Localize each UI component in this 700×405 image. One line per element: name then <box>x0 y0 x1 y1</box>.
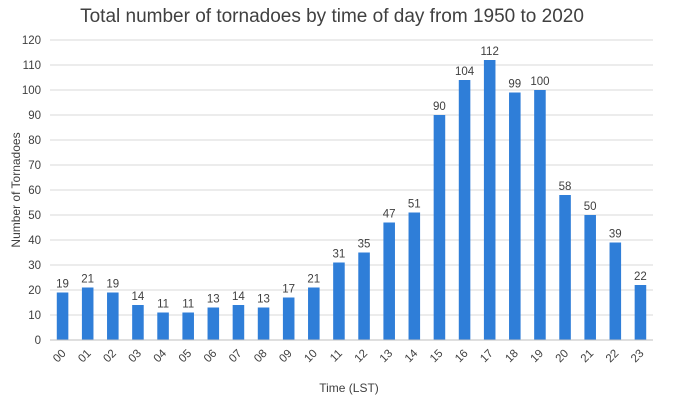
data-label-19: 100 <box>530 76 549 88</box>
x-tick-label-08: 08 <box>252 348 270 366</box>
bar-13 <box>383 222 395 340</box>
bar-17 <box>483 60 496 340</box>
data-label-16: 104 <box>455 66 475 78</box>
x-tick-label-21: 21 <box>579 348 597 366</box>
y-tick-label: 20 <box>28 285 41 297</box>
data-label-06: 13 <box>207 294 220 306</box>
data-label-08: 13 <box>257 294 270 306</box>
y-tick-label: 90 <box>28 110 41 122</box>
bar-20 <box>559 195 571 340</box>
x-tick-label-09: 09 <box>277 348 295 366</box>
y-tick-label: 120 <box>22 35 41 47</box>
bar-11 <box>333 262 345 340</box>
bar-01 <box>81 287 94 340</box>
data-label-18: 99 <box>508 79 521 91</box>
data-label-09: 17 <box>282 284 295 296</box>
x-tick-label-18: 18 <box>503 348 521 366</box>
chart-title: Total number of tornadoes by time of day… <box>80 6 584 27</box>
bar-19 <box>534 90 546 340</box>
bar-09 <box>282 297 295 340</box>
y-axis-tick-labels: 0 10 20 30 40 50 60 70 80 90 100 110 120 <box>22 35 41 347</box>
bar-21 <box>584 215 596 340</box>
x-tick-label-15: 15 <box>428 348 446 366</box>
data-label-22: 39 <box>609 229 622 241</box>
y-tick-label: 70 <box>28 160 41 172</box>
bar-02 <box>107 292 119 340</box>
y-tick-label: 50 <box>28 210 41 222</box>
x-tick-label-19: 19 <box>529 348 547 366</box>
bar-18 <box>509 92 521 340</box>
bar-03 <box>132 305 144 340</box>
data-label-13: 47 <box>383 209 396 221</box>
bar-16 <box>458 80 471 340</box>
y-tick-label: 110 <box>23 60 41 72</box>
bar-10 <box>308 287 320 340</box>
x-tick-label-16: 16 <box>453 348 471 366</box>
bar-15 <box>433 115 446 340</box>
bar-07 <box>232 305 245 340</box>
x-tick-label-00: 00 <box>51 348 69 366</box>
x-tick-label-04: 04 <box>152 347 170 365</box>
x-tick-label-06: 06 <box>202 348 220 366</box>
bar-23 <box>634 285 647 340</box>
x-tick-label-10: 10 <box>302 348 320 366</box>
data-label-07: 14 <box>232 291 245 303</box>
x-tick-label-11: 11 <box>328 348 345 365</box>
x-axis-title: Time (LST) <box>319 381 379 395</box>
bars <box>56 60 647 340</box>
x-tick-label-05: 05 <box>177 348 195 366</box>
data-label-05: 11 <box>182 299 194 311</box>
bar-08 <box>257 307 270 340</box>
x-tick-label-23: 23 <box>629 348 647 366</box>
data-label-03: 14 <box>132 291 145 303</box>
bar-04 <box>157 312 169 340</box>
data-labels: 19 21 19 14 11 11 13 14 13 17 21 31 35 47 51 90 104 112 99… <box>56 46 647 311</box>
x-tick-label-22: 22 <box>604 348 622 366</box>
bar-14 <box>408 212 421 340</box>
x-tick-label-02: 02 <box>101 348 119 366</box>
gridlines <box>50 39 653 316</box>
x-axis-tick-labels: 00 01 02 03 04 05 06 07 08 09 10 11 12 13 14 15 16 17 18 19… <box>51 347 646 365</box>
data-label-00: 19 <box>56 279 69 291</box>
y-tick-label: 80 <box>28 135 41 147</box>
x-tick-label-13: 13 <box>378 348 396 366</box>
bar-00 <box>56 292 69 340</box>
data-label-21: 50 <box>584 201 597 213</box>
data-label-04: 11 <box>157 299 169 311</box>
y-tick-label: 40 <box>28 235 41 247</box>
y-tick-label: 30 <box>28 260 41 272</box>
data-label-15: 90 <box>433 101 446 113</box>
x-tick-label-07: 07 <box>227 348 245 366</box>
bar-05 <box>182 312 194 340</box>
x-tick-label-17: 17 <box>478 348 496 366</box>
data-label-20: 58 <box>559 181 572 193</box>
data-label-14: 51 <box>408 199 421 211</box>
data-label-10: 21 <box>307 274 320 286</box>
data-label-02: 19 <box>106 279 119 291</box>
x-tick-label-01: 01 <box>76 348 94 366</box>
data-label-23: 22 <box>634 271 647 283</box>
x-tick-label-03: 03 <box>127 348 145 366</box>
bar-12 <box>358 252 370 340</box>
x-tick-label-12: 12 <box>353 348 371 366</box>
y-axis-title: Number of Tornadoes <box>9 132 23 247</box>
x-tick-label-20: 20 <box>554 348 572 366</box>
y-tick-label: 10 <box>28 310 41 322</box>
bar-06 <box>207 307 220 340</box>
data-label-01: 21 <box>81 274 94 286</box>
data-label-11: 31 <box>333 249 346 261</box>
bar-22 <box>609 242 622 340</box>
y-tick-label: 100 <box>22 85 41 97</box>
data-label-12: 35 <box>358 239 371 251</box>
y-tick-label: 0 <box>35 335 41 347</box>
data-label-17: 112 <box>481 46 499 58</box>
y-tick-label: 60 <box>28 185 41 197</box>
x-tick-label-14: 14 <box>403 347 421 365</box>
